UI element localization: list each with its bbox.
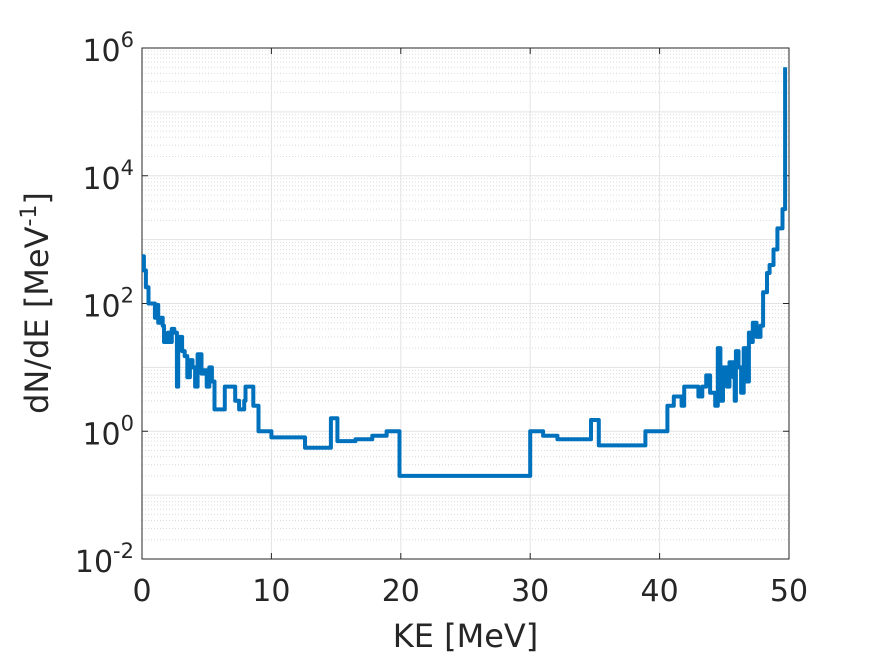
- y-tick-label: 106: [82, 28, 134, 69]
- minor-grid: [142, 50, 789, 541]
- x-tick-label: 10: [252, 574, 290, 609]
- x-tick-label: 30: [511, 574, 549, 609]
- y-axis-label: dN/dE [MeV-1]: [17, 192, 56, 414]
- y-tick-label: 100: [82, 411, 134, 452]
- x-axis-label: KE [MeV]: [393, 617, 539, 655]
- x-tick-label: 20: [382, 574, 420, 609]
- x-tick-label: 50: [770, 574, 808, 609]
- y-tick-label: 104: [82, 156, 134, 197]
- axis-ticks: [141, 47, 790, 560]
- x-tick-label: 0: [132, 574, 151, 609]
- y-tick-label: 102: [82, 284, 134, 325]
- x-tick-label: 40: [641, 574, 679, 609]
- x-tick-labels: 0 10 20 30 40 50: [132, 574, 808, 609]
- y-tick-label: 10-2: [75, 539, 134, 580]
- major-grid: [141, 47, 790, 560]
- y-tick-labels: 10-2 100 102 104 106: [75, 28, 134, 580]
- series-line: [141, 67, 788, 478]
